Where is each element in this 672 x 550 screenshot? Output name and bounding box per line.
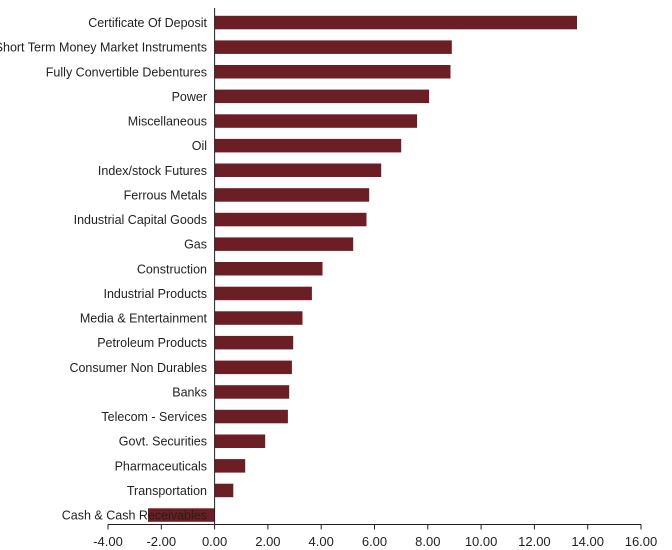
x-tick-label-8: 12.00 xyxy=(518,534,551,549)
x-tick-label-6: 8.00 xyxy=(415,534,440,549)
category-label-9: Gas xyxy=(184,238,207,252)
category-label-20: Cash & Cash Receivables xyxy=(62,509,207,523)
bar-6 xyxy=(214,163,382,177)
category-label-7: Ferrous Metals xyxy=(124,188,207,202)
category-label-3: Power xyxy=(172,90,207,104)
category-label-4: Miscellaneous xyxy=(128,115,207,129)
bar-2 xyxy=(214,65,451,79)
category-label-18: Pharmaceuticals xyxy=(115,459,207,473)
bar-10 xyxy=(214,262,323,276)
bar-14 xyxy=(214,360,292,375)
bar-13 xyxy=(214,335,294,350)
category-label-15: Banks xyxy=(172,385,207,399)
bar-20 xyxy=(148,508,215,522)
x-axis-tick-labels: -4.00 -2.00 0.00 2.00 4.00 6.00 8.00 10.00 12.00… xyxy=(93,534,657,549)
bar-4 xyxy=(214,114,418,128)
bar-19 xyxy=(214,483,234,498)
category-label-11: Industrial Products xyxy=(103,287,207,301)
category-label-0: Certificate Of Deposit xyxy=(88,16,207,30)
bar-16 xyxy=(214,409,288,424)
bars-group xyxy=(148,15,577,522)
x-tick-label-2: 0.00 xyxy=(202,534,227,549)
x-tick-label-4: 4.00 xyxy=(309,534,334,549)
category-label-12: Media & Entertainment xyxy=(80,312,208,326)
category-label-8: Industrial Capital Goods xyxy=(74,213,207,227)
bar-18 xyxy=(214,459,246,473)
category-label-10: Construction xyxy=(137,262,207,276)
bar-9 xyxy=(214,237,354,251)
x-tick-label-7: 10.00 xyxy=(465,534,498,549)
category-label-6: Index/stock Futures xyxy=(98,164,207,178)
x-axis-ticks xyxy=(107,524,642,530)
category-label-5: Oil xyxy=(192,139,207,153)
bar-15 xyxy=(214,385,290,399)
bar-5 xyxy=(214,138,402,153)
bar-1 xyxy=(214,40,452,54)
x-tick-label-0: -4.00 xyxy=(93,534,123,549)
x-tick-label-9: 14.00 xyxy=(571,534,604,549)
category-label-1: Short Term Money Market Instruments xyxy=(0,41,207,55)
x-tick-label-5: 6.00 xyxy=(362,534,387,549)
bar-7 xyxy=(214,188,370,202)
x-tick-label-1: -2.00 xyxy=(146,534,176,549)
category-label-14: Consumer Non Durables xyxy=(69,361,207,375)
bar-8 xyxy=(214,212,367,227)
category-label-16: Telecom - Services xyxy=(101,410,207,424)
category-label-19: Transportation xyxy=(127,484,207,498)
x-tick-label-3: 2.00 xyxy=(255,534,280,549)
category-label-17: Govt. Securities xyxy=(119,435,207,449)
bar-11 xyxy=(214,286,312,301)
bar-3 xyxy=(214,89,430,104)
x-tick-label-10: 16.00 xyxy=(625,534,658,549)
category-labels: Certificate Of Deposit Short Term Money M… xyxy=(0,16,208,523)
bar-12 xyxy=(214,311,303,325)
category-label-13: Petroleum Products xyxy=(97,336,207,350)
category-label-2: Fully Convertible Debentures xyxy=(46,65,207,79)
bar-17 xyxy=(214,434,266,448)
bar-0 xyxy=(214,15,577,30)
